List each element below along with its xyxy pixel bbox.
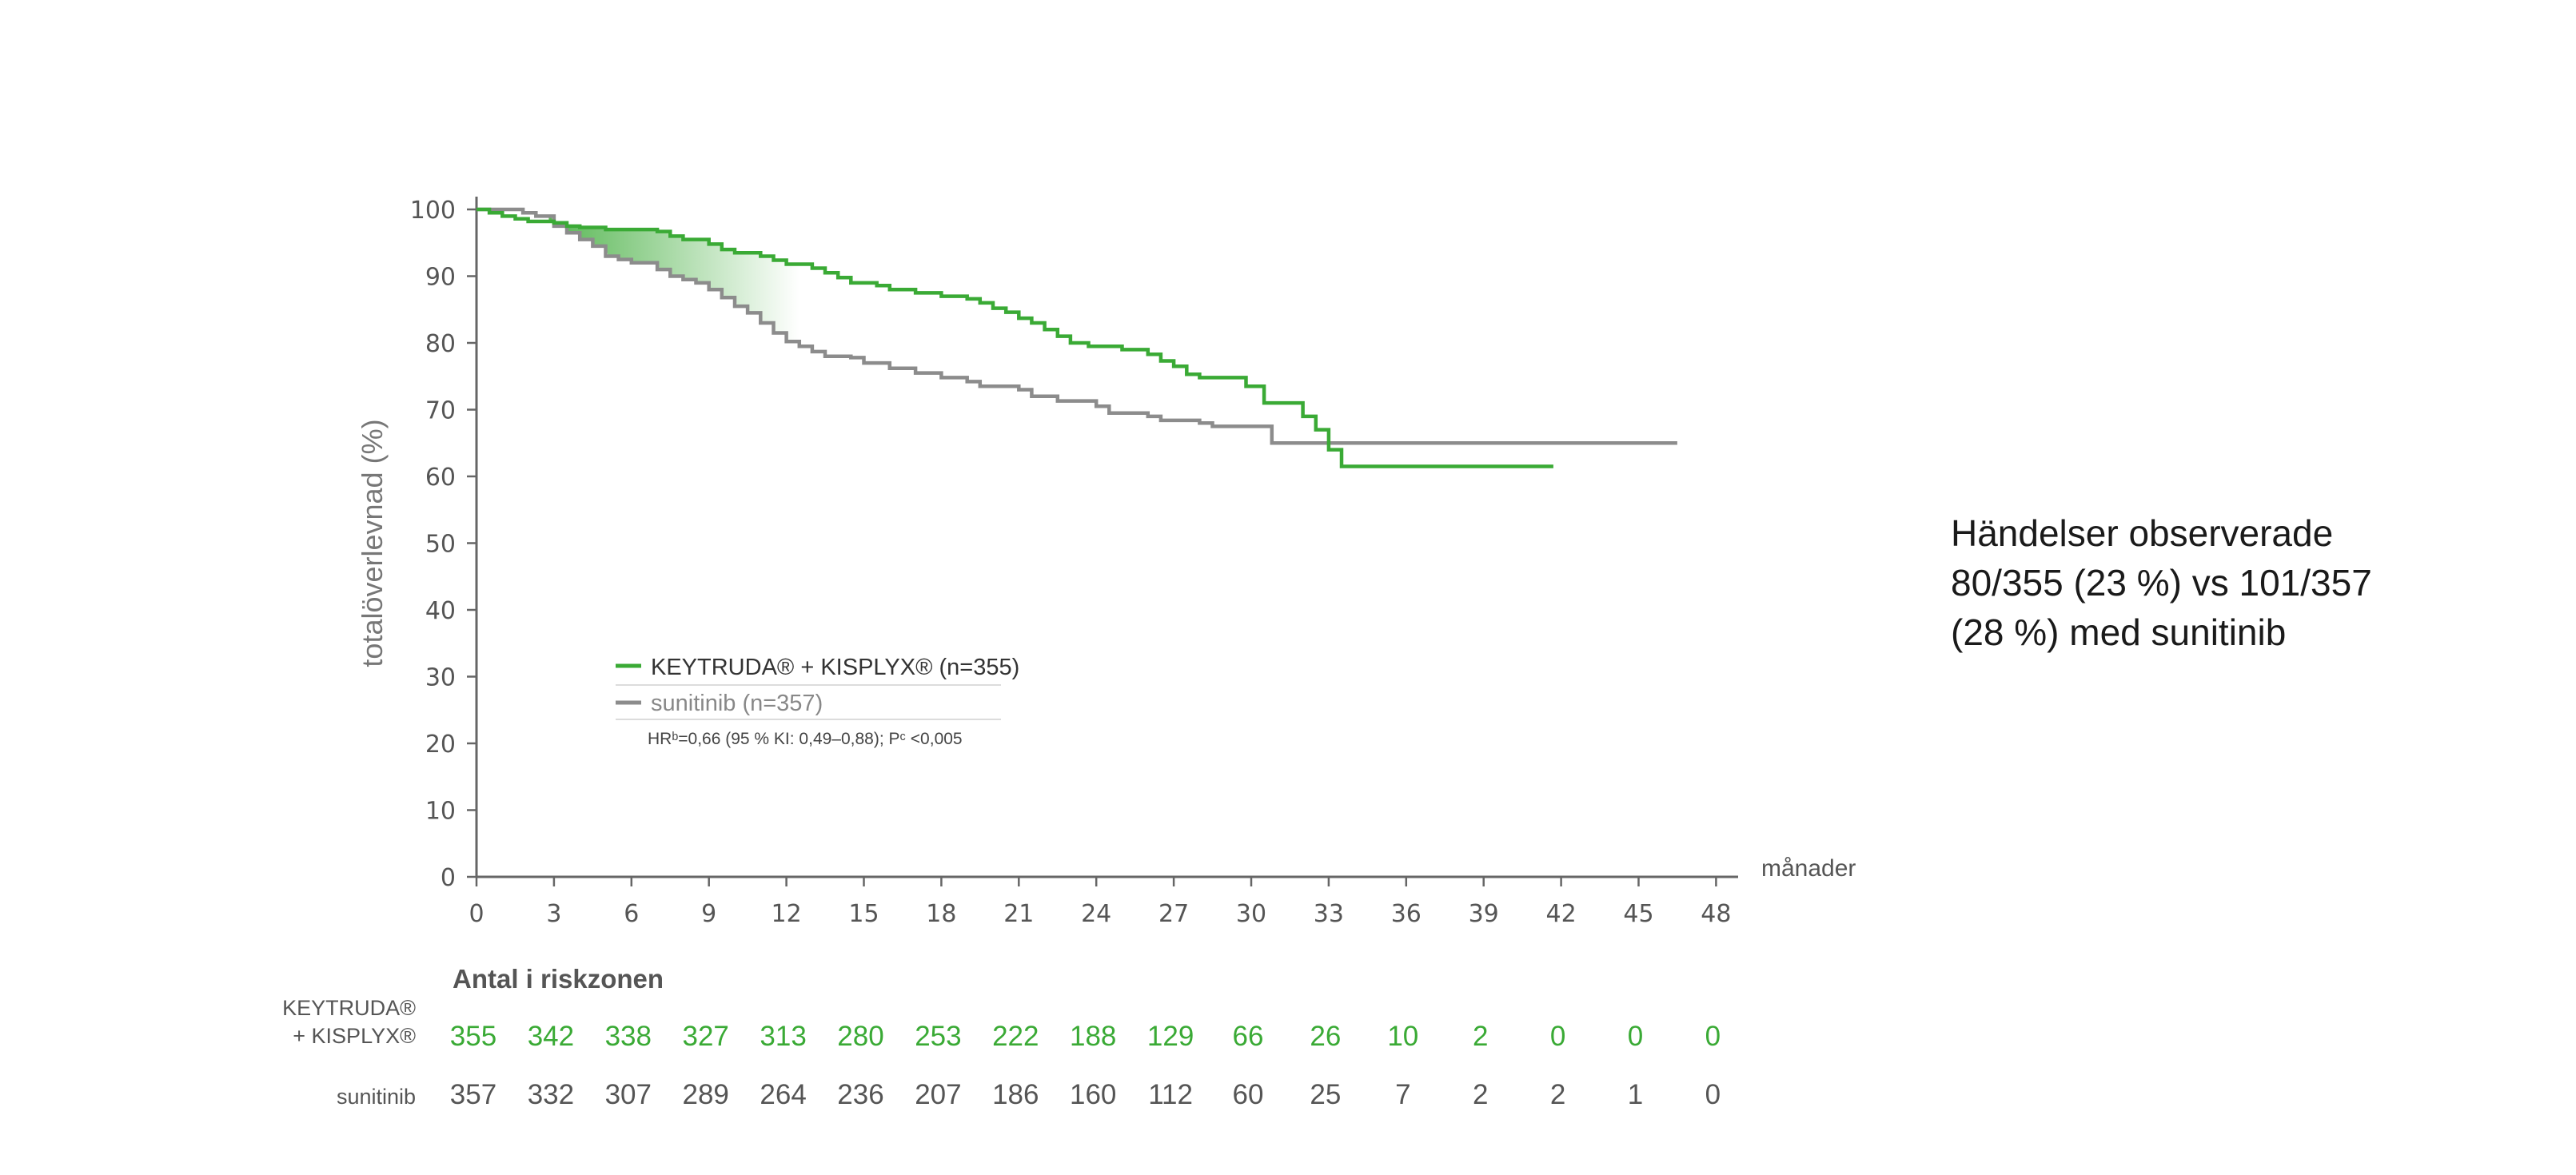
x-tick-label: 36 [1391, 900, 1422, 928]
x-tick-label: 48 [1701, 900, 1731, 928]
risk-value-sunitinib: 112 [1148, 1079, 1193, 1110]
risk-value-keytruda: 253 [915, 1021, 961, 1052]
x-tick-label: 42 [1546, 900, 1577, 928]
risk-value-sunitinib: 289 [682, 1079, 728, 1110]
y-tick-label: 60 [425, 464, 456, 492]
x-axis-label: månader [1761, 855, 1856, 882]
risk-value-keytruda: 129 [1147, 1021, 1194, 1052]
risk-value-keytruda: 355 [450, 1021, 496, 1052]
risk-value-keytruda: 2 [1473, 1021, 1488, 1052]
difference-shading [548, 216, 800, 342]
survival-lines [477, 207, 1677, 468]
x-tick-label: 27 [1158, 900, 1189, 928]
risk-value-sunitinib: 2 [1550, 1079, 1565, 1110]
events-line-3: (28 %) med sunitinib [1951, 611, 2287, 653]
x-tick-label: 33 [1314, 900, 1344, 928]
legend-label-sunitinib: sunitinib (n=357) [651, 691, 823, 716]
risk-row-label-sunitinib: sunitinib [337, 1085, 416, 1109]
risk-value-sunitinib: 357 [450, 1079, 496, 1110]
y-tick-label: 50 [425, 531, 456, 559]
y-tick-label: 40 [425, 597, 456, 625]
risk-value-sunitinib: 0 [1705, 1079, 1721, 1110]
legend-label-keytruda: KEYTRUDA® + KISPLYX® (n=355) [651, 655, 1019, 680]
risk-value-sunitinib: 307 [605, 1079, 652, 1110]
risk-value-sunitinib: 186 [992, 1079, 1039, 1110]
risk-value-sunitinib: 236 [837, 1079, 883, 1110]
risk-value-keytruda: 280 [837, 1021, 883, 1052]
risk-value-sunitinib: 1 [1628, 1079, 1643, 1110]
risk-value-keytruda: 0 [1705, 1021, 1721, 1052]
risk-value-keytruda: 342 [528, 1021, 574, 1052]
risk-value-sunitinib: 160 [1070, 1079, 1116, 1110]
x-tick-label: 0 [469, 900, 484, 928]
legend: KEYTRUDA® + KISPLYX® (n=355) sunitinib (… [616, 655, 1019, 748]
risk-value-keytruda: 338 [605, 1021, 652, 1052]
y-tick-label: 20 [425, 731, 456, 759]
risk-value-keytruda: 0 [1550, 1021, 1565, 1052]
x-tick-label: 39 [1469, 900, 1499, 928]
y-axis-label: totalöverlevnad (%) [356, 419, 389, 667]
series-line-sunitinib [477, 207, 1677, 445]
risk-table-values: 355 342 338 327 313 280 253 222 188 129 66 26 10 2 0 0 0… [450, 1021, 1721, 1110]
y-tick-label: 70 [425, 397, 456, 425]
hazard-ratio-note: HRᵇ=0,66 (95 % KI: 0,49–0,88); Pᶜ <0,005 [648, 730, 963, 748]
x-tick-label: 45 [1623, 900, 1653, 928]
x-tick-label: 6 [624, 900, 639, 928]
risk-table-title: Antal i riskzonen [453, 964, 664, 994]
risk-value-keytruda: 26 [1310, 1021, 1341, 1052]
y-tick-label: 90 [425, 264, 456, 292]
risk-value-sunitinib: 264 [760, 1079, 806, 1110]
risk-value-sunitinib: 7 [1395, 1079, 1410, 1110]
risk-value-keytruda: 222 [992, 1021, 1039, 1052]
risk-value-keytruda: 313 [760, 1021, 806, 1052]
y-tick-label: 100 [410, 197, 456, 225]
y-tick-label: 0 [441, 864, 456, 892]
x-tick-label: 24 [1081, 900, 1111, 928]
risk-row-label-keytruda-2: + KISPLYX® [293, 1024, 416, 1048]
risk-value-keytruda: 188 [1070, 1021, 1116, 1052]
series-line-keytruda [477, 207, 1553, 468]
risk-value-keytruda: 327 [682, 1021, 728, 1052]
x-tick-label: 21 [1003, 900, 1034, 928]
x-tick-label: 30 [1236, 900, 1266, 928]
risk-value-keytruda: 10 [1387, 1021, 1418, 1052]
risk-value-keytruda: 66 [1233, 1021, 1264, 1052]
x-tick-label: 15 [848, 900, 879, 928]
events-line-1: Händelser observerade [1951, 512, 2334, 554]
risk-row-label-keytruda-1: KEYTRUDA® [282, 996, 416, 1020]
risk-value-sunitinib: 332 [528, 1079, 574, 1110]
risk-value-sunitinib: 25 [1310, 1079, 1341, 1110]
events-line-2: 80/355 (23 %) vs 101/357 [1951, 562, 2372, 603]
risk-value-sunitinib: 2 [1473, 1079, 1488, 1110]
y-tick-label: 30 [425, 664, 456, 692]
y-tick-label: 80 [425, 330, 456, 358]
risk-value-keytruda: 0 [1628, 1021, 1643, 1052]
events-summary: Händelser observerade 80/355 (23 %) vs 1… [1951, 508, 2462, 657]
x-tick-label: 3 [546, 900, 561, 928]
y-tick-label: 10 [425, 798, 456, 826]
x-tick-label: 18 [926, 900, 956, 928]
risk-value-sunitinib: 60 [1233, 1079, 1264, 1110]
x-tick-label: 9 [701, 900, 716, 928]
x-tick-label: 12 [772, 900, 802, 928]
risk-value-sunitinib: 207 [915, 1079, 961, 1110]
